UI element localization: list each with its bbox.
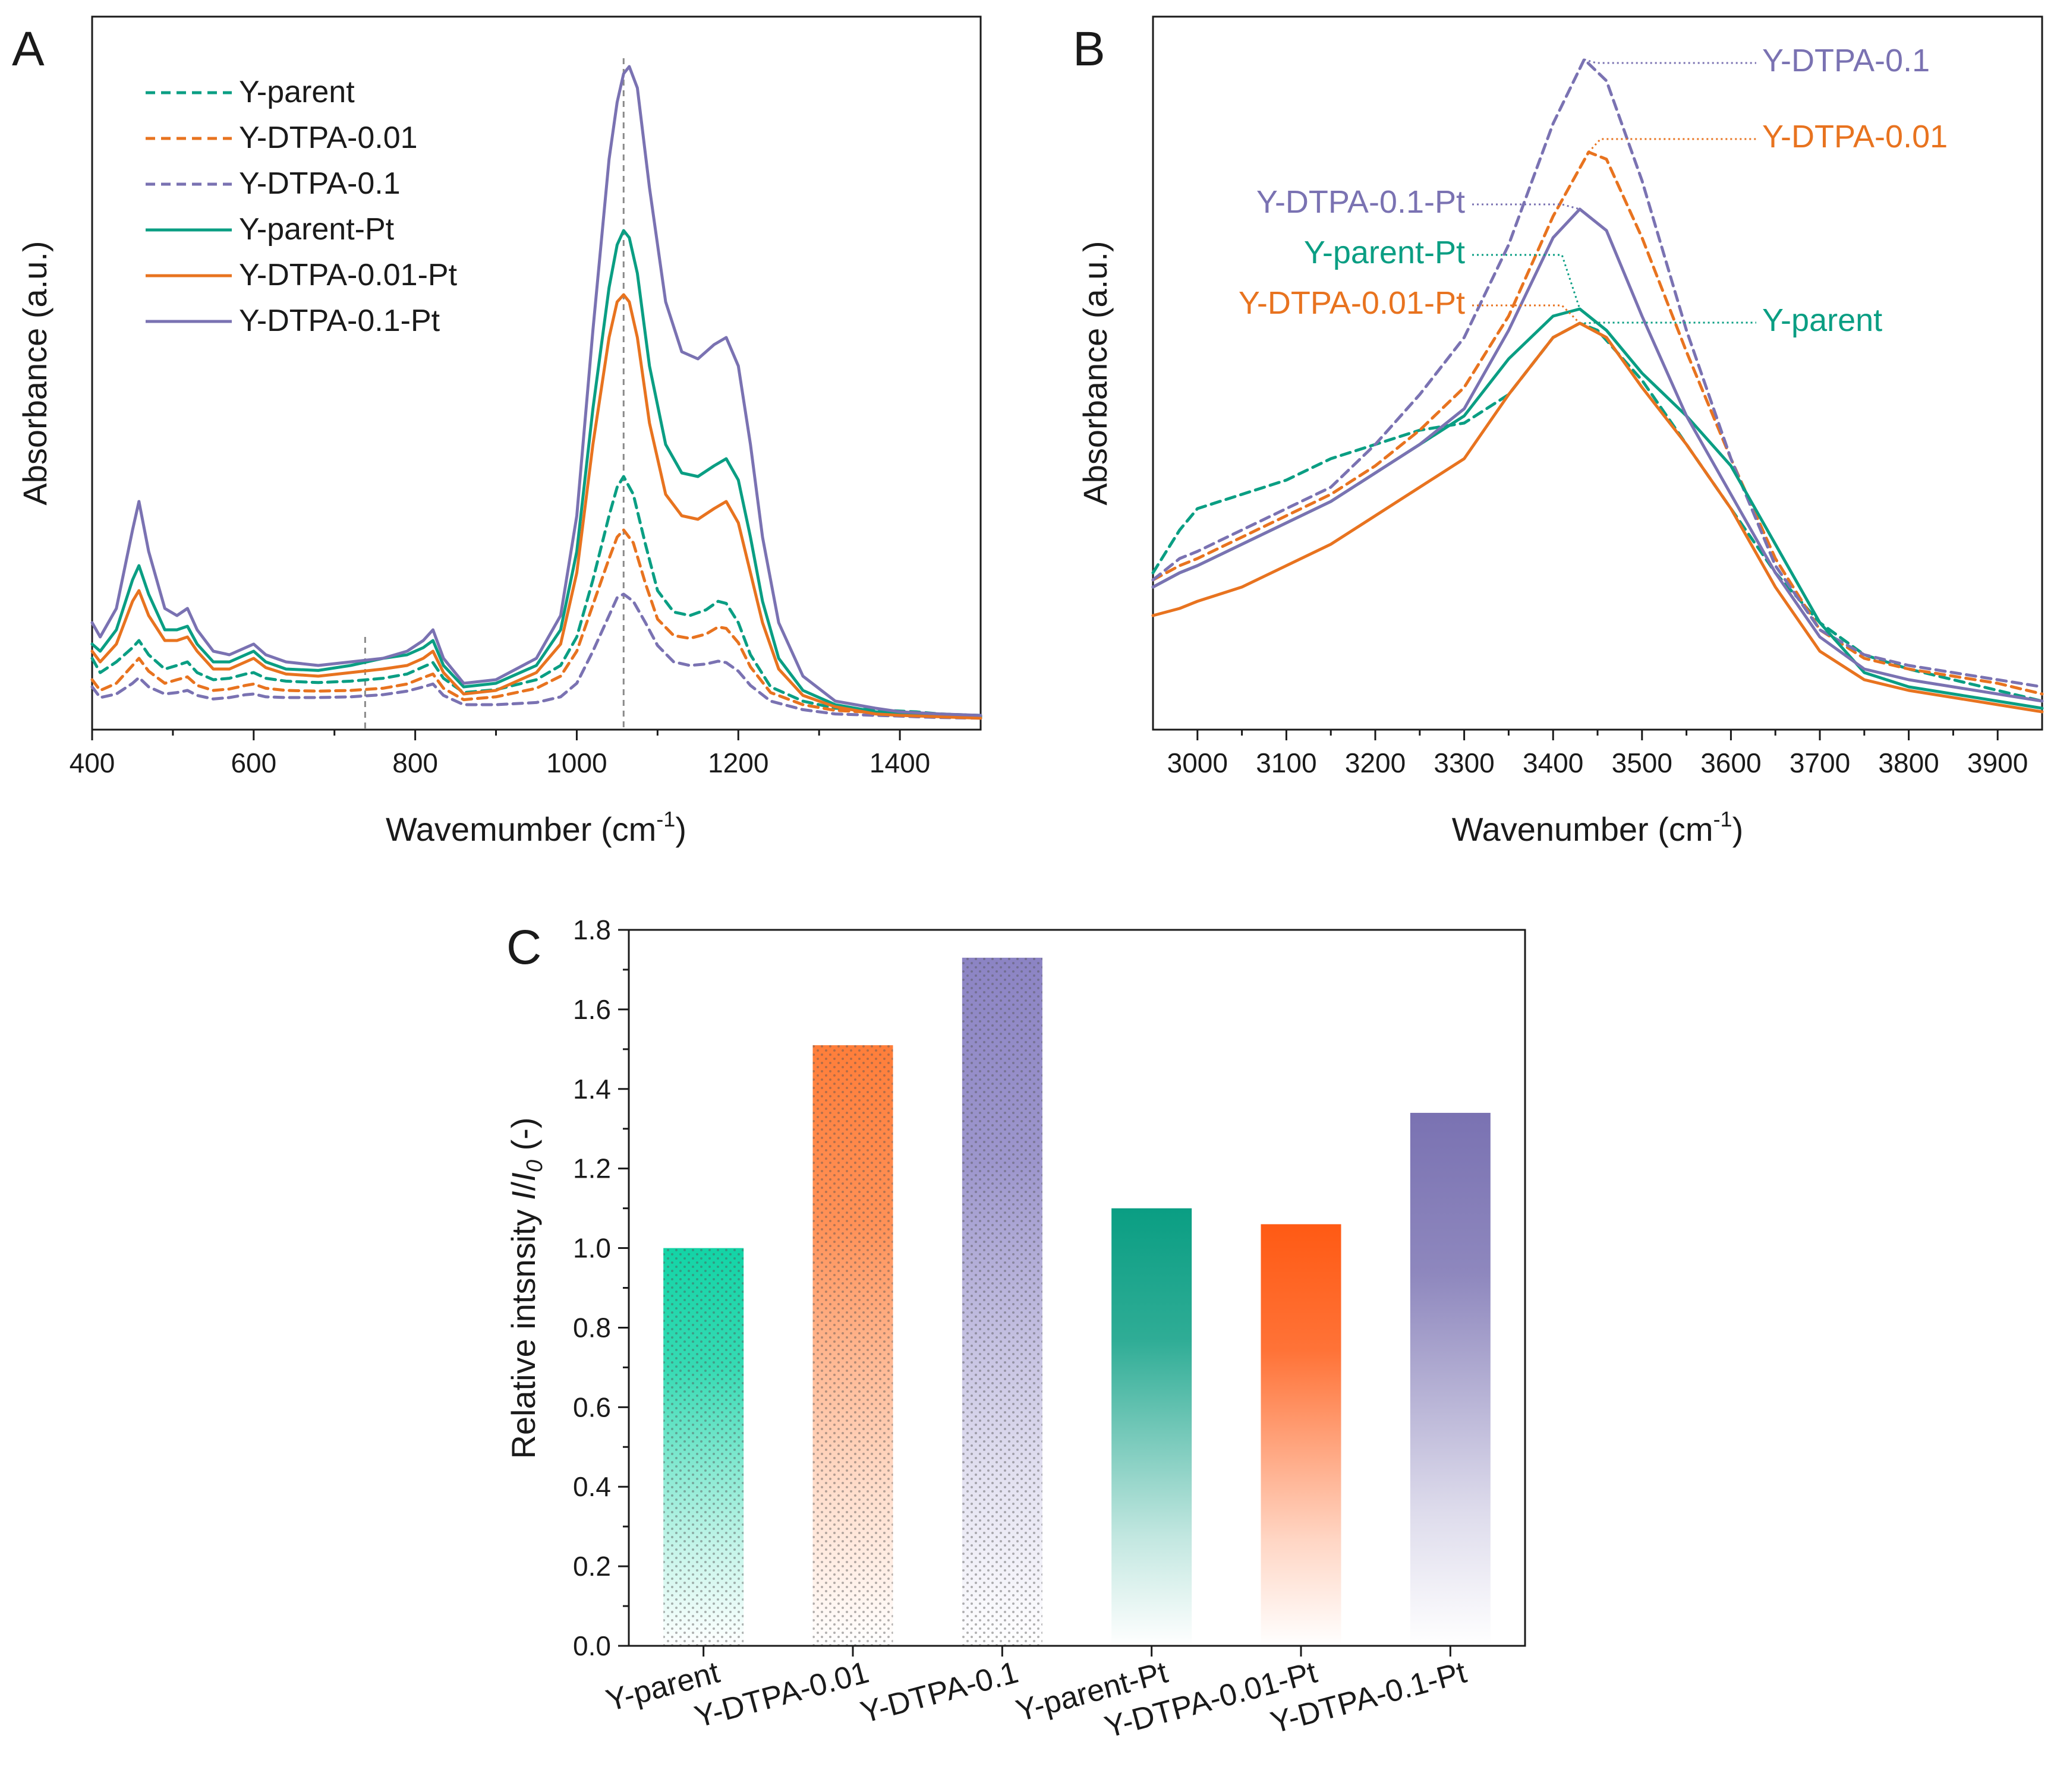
callout-label-y-dtpa-0-1-pt: Y-DTPA-0.1-Pt [1256, 184, 1465, 220]
panel-c-ylabel: Relative intsnsity I/I0 (-) [505, 1117, 547, 1459]
bar-y-dtpa-0-01-pt [1261, 1224, 1341, 1646]
legend-item-y-parent-pt: Y-parent-Pt [239, 212, 395, 247]
series-line-b-y-dtpa-0-01 [1151, 150, 2044, 696]
y-tick-label-c: 1.0 [573, 1233, 611, 1264]
x-tick-label-b: 3400 [1523, 747, 1583, 778]
bar-texture-y-dtpa-0-01 [812, 1045, 893, 1646]
legend-item-y-dtpa-0-01: Y-DTPA-0.01 [239, 121, 418, 155]
x-tick-label-b: 3800 [1878, 747, 1939, 778]
series-line-b-y-parent-pt [1151, 307, 2044, 710]
callout-label-y-dtpa-0-01-pt: Y-DTPA-0.01-Pt [1239, 285, 1465, 321]
panel-b-chart: Y-DTPA-0.1 Y-DTPA-0.01 Y-DTPA-0.1-Pt Y-pare… [1076, 15, 2044, 848]
legend-item-y-dtpa-0-1-pt: Y-DTPA-0.1-Pt [239, 304, 440, 338]
y-tick-label-c: 1.6 [573, 994, 611, 1025]
panel-label-c: C [506, 920, 541, 974]
series-line-a-y-dtpa-0-01 [90, 528, 982, 718]
panel-a-xlabel: Wavemumber (cm-1) [386, 807, 686, 848]
callout-leader-y-dtpa-0-1 [1584, 58, 1756, 64]
bar-y-parent-pt [1111, 1208, 1192, 1646]
x-tick-label-a: 400 [70, 747, 115, 778]
callout-leader-y-dtpa-0-1-pt [1472, 203, 1580, 210]
panel-c-chart: 0.00.20.40.60.81.01.21.41.61.8 Y-parentY… [505, 914, 1526, 1745]
bar-y-dtpa-0-1-pt [1410, 1112, 1491, 1646]
legend-item-y-parent: Y-parent [239, 75, 355, 109]
panel-c-frame [628, 929, 1526, 1647]
callout-leader-y-dtpa-0-01-pt [1472, 304, 1581, 324]
y-tick-label-c: 1.2 [573, 1153, 611, 1184]
panel-a-frame [91, 15, 982, 731]
x-tick-label-a: 800 [392, 747, 438, 778]
callout-leader-y-dtpa-0-01 [1587, 138, 1756, 153]
x-tick-label-b: 3300 [1434, 747, 1494, 778]
x-tick-label-a: 1200 [708, 747, 768, 778]
callout-label-y-dtpa-0-1: Y-DTPA-0.1 [1762, 43, 1930, 78]
y-tick-label-c: 0.4 [573, 1471, 611, 1502]
bar-texture-y-parent [663, 1248, 744, 1646]
x-tick-label-a: 1400 [870, 747, 930, 778]
series-line-b-y-dtpa-0-01-pt [1151, 321, 2044, 714]
callout-label-y-parent: Y-parent [1762, 302, 1882, 338]
y-tick-label-c: 0.8 [573, 1312, 611, 1343]
x-tick-label-b: 3700 [1790, 747, 1850, 778]
x-tick-label-b: 3900 [1967, 747, 2028, 778]
series-line-b-y-parent [1151, 321, 2044, 703]
callout-leader-y-parent-pt [1472, 254, 1581, 310]
x-tick-label-a: 1000 [546, 747, 607, 778]
series-line-a-y-dtpa-0-01-pt [90, 293, 982, 720]
legend-item-y-dtpa-0-01-pt: Y-DTPA-0.01-Pt [239, 258, 458, 292]
panel-label-b: B [1073, 22, 1105, 76]
series-line-a-y-dtpa-0-1-pt [90, 65, 982, 717]
panel-a-ylabel: Absorbance (a.u.) [16, 241, 53, 505]
y-tick-label-c: 0.2 [573, 1551, 611, 1582]
panel-b-ylabel: Absorbance (a.u.) [1076, 241, 1114, 505]
category-label-y-dtpa-0-01: Y-DTPA-0.01 [691, 1655, 872, 1735]
y-tick-label-c: 0.0 [573, 1630, 611, 1661]
x-tick-label-b: 3600 [1700, 747, 1761, 778]
y-tick-label-c: 1.4 [573, 1074, 611, 1105]
x-tick-label-b: 3200 [1345, 747, 1406, 778]
category-label-y-dtpa-0-1: Y-DTPA-0.1 [857, 1655, 1022, 1730]
y-tick-label-c: 1.8 [573, 914, 611, 945]
panel-b-xlabel: Wavenumber (cm-1) [1452, 807, 1743, 848]
callout-label-y-parent-pt: Y-parent-Pt [1304, 235, 1465, 270]
callout-label-y-dtpa-0-01: Y-DTPA-0.01 [1762, 119, 1948, 154]
series-line-a-y-parent-pt [90, 229, 982, 718]
x-tick-label-b: 3500 [1612, 747, 1672, 778]
panel-label-a: A [12, 22, 45, 76]
series-line-a-y-parent [90, 475, 982, 717]
panel-a-chart: 400 600 800 1000 1200 1400 Y-parent Y-DTPA-0.0… [16, 15, 982, 848]
series-line-b-y-dtpa-0-1-pt [1151, 207, 2044, 703]
x-tick-label-b: 3000 [1167, 747, 1228, 778]
bar-texture-y-dtpa-0-1 [962, 957, 1042, 1646]
legend-item-y-dtpa-0-1: Y-DTPA-0.1 [239, 166, 401, 201]
x-tick-label-b: 3100 [1256, 747, 1316, 778]
series-line-a-y-dtpa-0-1 [90, 592, 982, 720]
x-tick-label-a: 600 [231, 747, 276, 778]
y-tick-label-c: 0.6 [573, 1392, 611, 1422]
